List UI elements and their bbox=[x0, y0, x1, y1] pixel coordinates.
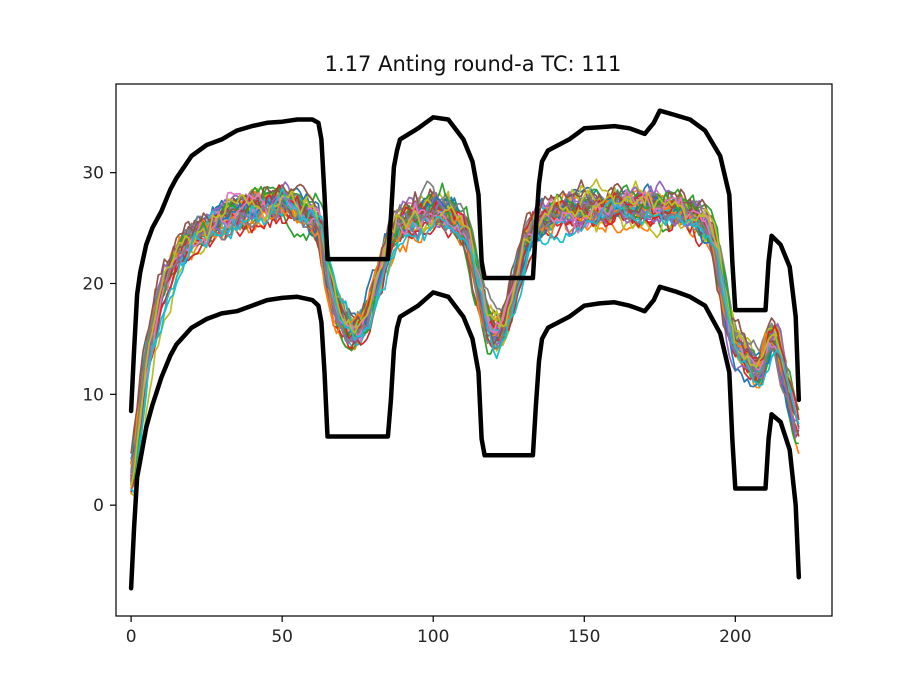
chart-title: 1.17 Anting round-a TC: 111 bbox=[325, 52, 622, 76]
trace-line bbox=[130, 199, 791, 466]
x-tick-label: 200 bbox=[719, 627, 751, 647]
x-tick-label: 100 bbox=[417, 627, 449, 647]
y-tick-label: 20 bbox=[82, 275, 104, 295]
x-tick-label: 50 bbox=[271, 627, 293, 647]
trace-lines bbox=[130, 178, 800, 497]
y-tick-label: 10 bbox=[82, 385, 104, 405]
y-tick-label: 30 bbox=[82, 164, 104, 184]
y-tick-label: 0 bbox=[93, 496, 104, 516]
trace-line bbox=[130, 188, 788, 475]
envelope-lines bbox=[128, 108, 802, 591]
trace-line bbox=[130, 191, 791, 488]
x-tick-label: 0 bbox=[126, 627, 137, 647]
x-tick-label: 150 bbox=[568, 627, 600, 647]
trace-line bbox=[130, 187, 800, 494]
lower-envelope-line bbox=[128, 284, 802, 591]
upper-envelope-line bbox=[128, 108, 802, 414]
plot-frame bbox=[115, 83, 833, 617]
x-axis: 0 50 100 150 200 bbox=[126, 616, 752, 647]
y-axis: 0 10 20 30 bbox=[82, 164, 116, 516]
